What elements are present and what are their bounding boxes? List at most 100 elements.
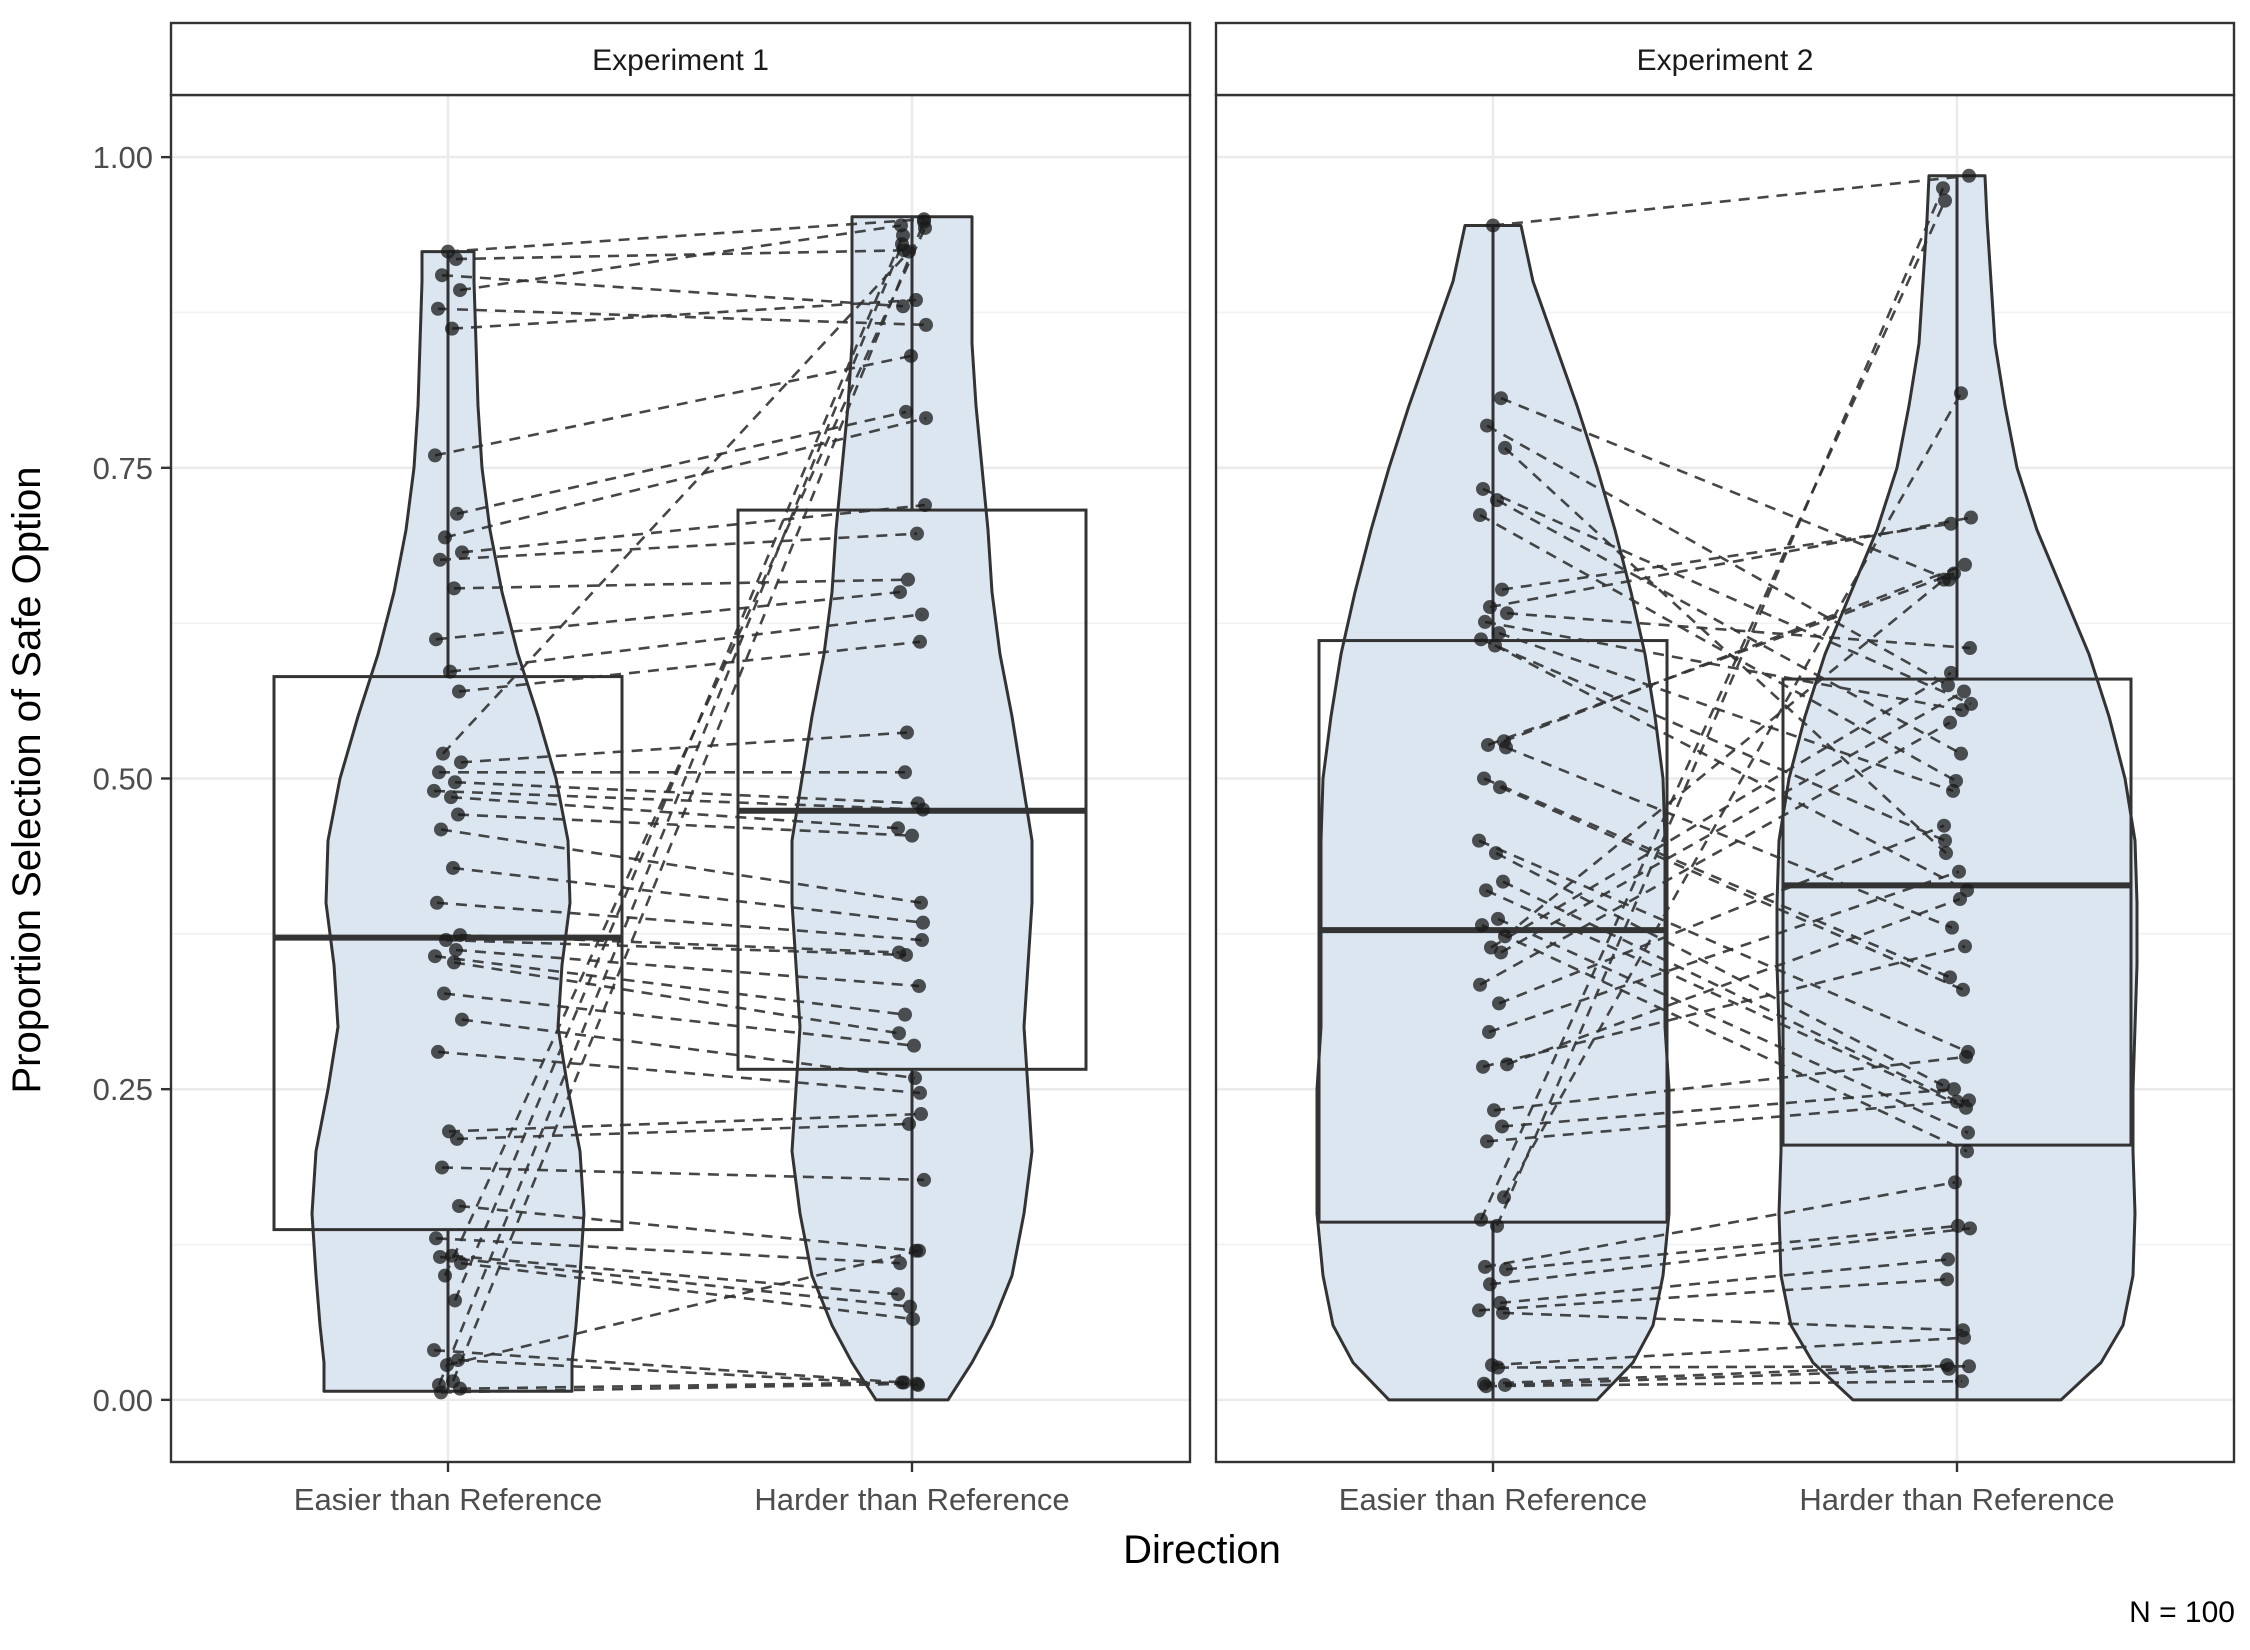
point-harder [1954,746,1968,761]
point-easier [1478,1259,1492,1274]
point-harder [1936,181,1950,196]
pair-line [455,948,920,988]
y-axis-title: Proportion Selection of Safe Option [5,466,49,1093]
pair-line [461,1018,916,1080]
pair-line [436,901,923,942]
point-harder [1963,1221,1977,1236]
pair-line [433,789,924,811]
point-harder [1945,920,1959,935]
strip-background [1214,21,2236,97]
point-harder [918,498,932,513]
pair-line [440,828,922,905]
pair-line [1498,631,1954,793]
pair-line [1486,1099,1970,1143]
point-harder [1936,1078,1950,1093]
y-tick-label: 0.50 [93,762,153,797]
point-easier [452,1198,466,1213]
x-tick-label: Easier than Reference [294,1482,602,1517]
point-harder [915,933,929,948]
axes-layer: Easier than Reference Harder than Referen… [93,140,2115,1517]
point-easier [1497,1190,1511,1205]
point-easier [427,1343,441,1358]
pair-line [1502,1311,1964,1332]
point-easier [1500,606,1514,621]
pair-line [1486,424,1949,687]
pair-line [433,1348,903,1384]
point-harder [1943,970,1957,985]
point-harder [893,585,907,600]
point-easier [1494,391,1508,406]
point-harder [919,317,933,332]
point-harder [1942,1361,1956,1376]
point-harder [1938,833,1952,848]
point-easier [433,1249,447,1264]
point-harder [907,1038,921,1053]
pair-line [1504,446,1947,855]
pair-line [461,503,926,554]
point-easier [1474,1212,1488,1227]
point-easier [427,783,441,798]
point-easier [428,949,442,964]
point-easier [454,755,468,770]
point-easier [453,283,467,298]
pair-line [441,1166,925,1182]
point-easier [1491,911,1505,926]
point-harder [908,1070,922,1085]
point-harder [1947,566,1961,581]
panels-layer: Experiment 1 Experiment 2 [169,21,2236,1464]
pair-line [1488,870,1960,1034]
pair-line [1506,611,1971,650]
point-harder [1958,939,1972,954]
pair-line [1479,721,1951,986]
pair-line [1492,174,1970,227]
pair-line [459,933,900,954]
pair-line [437,1050,921,1095]
pair-line [1496,498,1962,755]
pair-line [457,1358,919,1387]
point-easier [1492,626,1506,641]
point-easier [429,632,443,647]
pair-line [1489,516,1972,609]
pair-line [451,298,917,330]
point-easier [1489,846,1503,861]
point-easier [1473,508,1487,523]
point-easier [1483,1277,1497,1292]
caption-n: N = 100 [2129,1596,2235,1629]
point-easier [451,1353,465,1368]
point-harder [1940,1272,1954,1287]
point-easier [1498,440,1512,455]
point-easier [431,301,445,316]
point-harder [915,607,929,622]
point-easier [1482,1025,1496,1040]
pair-line [442,250,910,755]
y-tick-label: 0.00 [93,1383,153,1418]
point-easier [1479,1379,1493,1394]
strip-background [169,21,1192,97]
point-harder [916,802,930,817]
point-easier [1499,1262,1513,1277]
point-harder [905,828,919,843]
point-harder [1962,168,1976,183]
point-easier [1487,1103,1501,1118]
point-easier [429,1231,443,1246]
point-easier [435,268,449,283]
point-harder [1960,1144,1974,1159]
point-harder [1952,864,1966,879]
pair-line [452,866,924,924]
point-harder [912,1243,926,1258]
point-easier [1490,493,1504,508]
point-easier [440,1358,454,1373]
box-harder [736,508,1088,1071]
point-easier [1478,614,1492,629]
pair-line [1484,1181,1956,1269]
pair-line [1483,777,1951,979]
point-harder [1954,386,1968,401]
point-easier [1496,1305,1510,1320]
point-easier [1490,1218,1504,1233]
pair-line [459,224,902,292]
x-tick-label: Easier than Reference [1339,1482,1647,1517]
point-harder [1964,510,1978,525]
pair-line [1505,746,1953,929]
